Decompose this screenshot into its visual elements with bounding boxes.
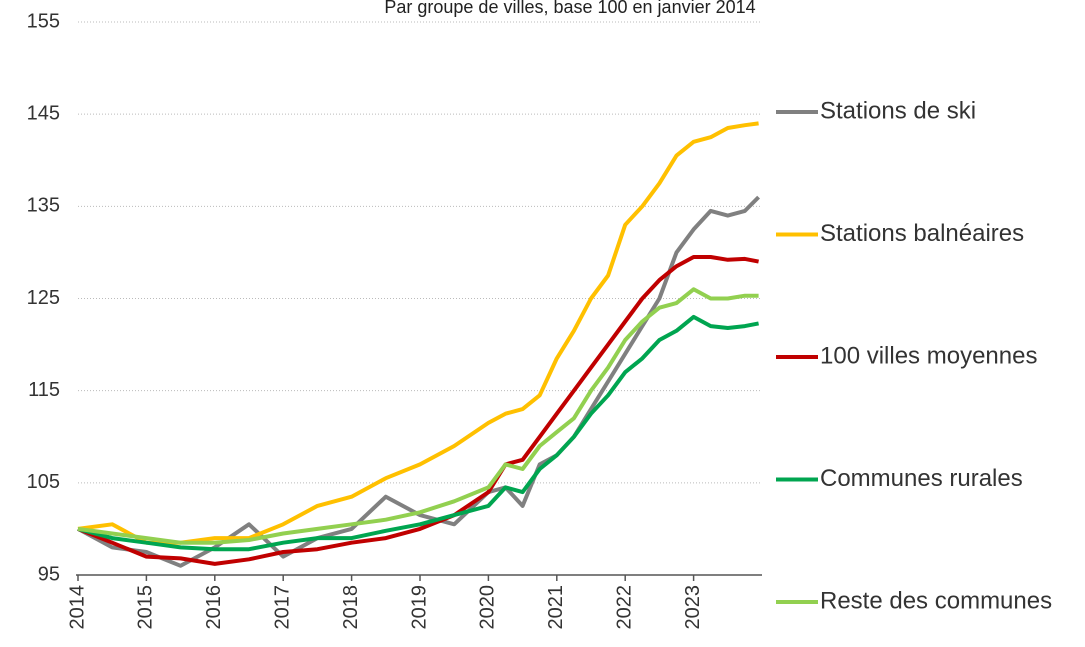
series-line (77, 195, 761, 568)
legend-label: Reste des communes (820, 587, 1052, 614)
x-tick-label: 2023 (682, 585, 704, 630)
y-tick-label: 95 (38, 563, 60, 585)
series-line (77, 121, 759, 545)
legend-label: Communes rurales (820, 465, 1023, 492)
x-tick-label: 2017 (271, 585, 293, 630)
legend-label: Stations de ski (820, 97, 976, 124)
y-tick-label: 105 (27, 471, 60, 493)
x-tick-label: 2021 (545, 585, 567, 630)
chart-subtitle: Par groupe de villes, base 100 en janvie… (384, 0, 755, 17)
x-tick-label: 2019 (408, 585, 430, 630)
y-tick-label: 135 (27, 195, 60, 217)
y-tick-label: 145 (27, 102, 60, 124)
x-tick-label: 2020 (477, 585, 499, 630)
series-line (77, 255, 759, 566)
y-tick-label: 115 (28, 379, 60, 401)
x-tick-label: 2015 (135, 585, 157, 630)
x-tick-label: 2022 (613, 585, 635, 630)
series-line (77, 314, 759, 552)
x-tick-label: 2016 (203, 585, 225, 630)
legend-label: Stations balnéaires (820, 220, 1024, 247)
y-tick-label: 155 (27, 10, 60, 32)
series-line (77, 287, 759, 545)
y-tick-label: 125 (27, 287, 60, 309)
x-tick-label: 2018 (340, 585, 362, 630)
x-tick-label: 2014 (66, 585, 88, 630)
legend-label: 100 villes moyennes (820, 342, 1037, 369)
